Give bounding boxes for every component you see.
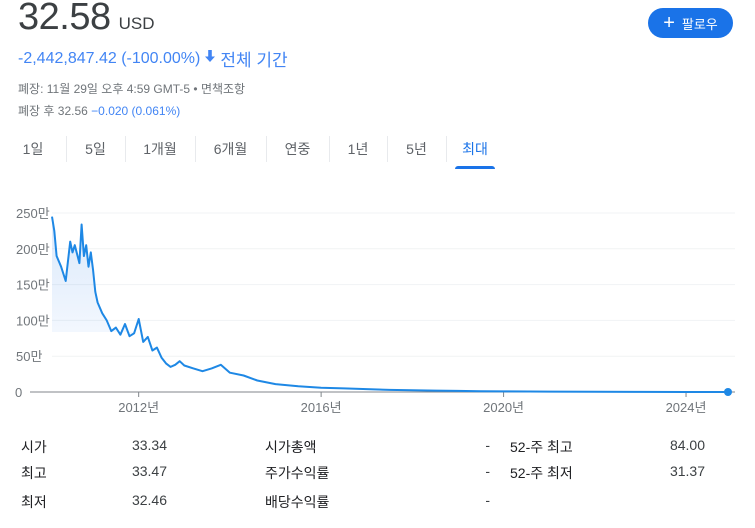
y-tick-label: 100만	[16, 313, 50, 328]
current-price: 32.58	[18, 0, 111, 38]
tab-label: 6개월	[213, 141, 248, 157]
stat-label-52w-low: 52-주 최저	[510, 465, 573, 481]
stat-label-high: 최고	[21, 465, 47, 481]
price-area-fill	[52, 216, 135, 392]
tab-label: 5년	[406, 141, 427, 157]
tab-max[interactable]: 최대	[446, 133, 504, 169]
after-hours-price: 폐장 후 32.56	[18, 104, 88, 118]
price-line	[51, 216, 728, 393]
stat-value-open: 33.34	[131, 437, 167, 453]
x-tick-label: 2016년	[301, 400, 342, 415]
x-axis-ticks: 2012년 2016년 2020년 2024년	[118, 392, 706, 415]
after-hours-info: 폐장 후 32.56 −0.020 (0.061%)	[18, 102, 180, 119]
stat-label-low: 최저	[21, 494, 47, 510]
y-tick-label: 50만	[16, 349, 42, 364]
stat-label-pe-ratio: 주가수익률	[265, 465, 330, 481]
currency-label: USD	[118, 14, 155, 33]
tab-6m[interactable]: 6개월	[195, 133, 266, 169]
stat-value-pe-ratio: -	[485, 463, 490, 479]
stat-value-52w-high: 84.00	[669, 437, 705, 453]
plus-icon: +	[663, 12, 675, 34]
current-price-marker	[724, 387, 732, 396]
x-tick-label: 2012년	[118, 400, 159, 415]
tab-label: 연중	[284, 141, 311, 157]
tab-label: 5일	[85, 141, 106, 157]
tab-label: 1일	[22, 141, 44, 157]
stat-value-dividend-yield: -	[485, 492, 490, 508]
y-tick-label: 250만	[16, 206, 50, 221]
y-tick-label: 200만	[16, 242, 50, 257]
follow-button-label: 팔로우	[681, 16, 718, 32]
change-value: -2,442,847.42 (-100.00%)	[18, 49, 201, 67]
tab-label: 1년	[347, 141, 369, 157]
stat-label-open: 시가	[21, 439, 47, 455]
stat-value-market-cap: -	[485, 437, 490, 453]
tab-5y[interactable]: 5년	[387, 133, 446, 169]
tab-label: 최대	[462, 141, 488, 157]
gridlines	[52, 212, 735, 357]
stat-label-52w-high: 52-주 최고	[510, 439, 573, 455]
price-header: 32.58 USD	[18, 0, 155, 39]
tab-ytd[interactable]: 연중	[266, 133, 329, 169]
stat-value-low: 32.46	[131, 492, 167, 508]
stat-value-52w-low: 31.37	[669, 463, 705, 479]
stat-label-market-cap: 시가총액	[265, 439, 317, 455]
price-chart[interactable]: 0 50만 100만 150만 200만 250만 2012년 2016년 2020년 2024…	[0, 195, 755, 420]
follow-button[interactable]: + 팔로우	[648, 8, 733, 38]
x-tick-label: 2024년	[666, 400, 707, 415]
tab-1d[interactable]: 1일	[0, 133, 66, 169]
arrow-down-icon	[204, 49, 216, 68]
close-info: 폐장: 11월 29일 오후 4:59 GMT-5 • 면책조항	[18, 82, 246, 96]
change-period: 전체 기간	[220, 51, 288, 70]
tab-1y[interactable]: 1년	[329, 133, 387, 169]
range-tabs: 1일 5일 1개월 6개월 연중 1년 5년 최대	[0, 133, 504, 169]
stat-label-dividend-yield: 배당수익률	[265, 494, 330, 510]
x-tick-label: 2020년	[483, 400, 524, 415]
y-tick-label: 150만	[16, 278, 50, 293]
after-hours-change: −0.020 (0.061%)	[91, 104, 181, 118]
tab-label: 1개월	[143, 141, 177, 157]
price-change: -2,442,847.42 (-100.00%) 전체 기간	[18, 46, 288, 71]
tab-5d[interactable]: 5일	[66, 133, 125, 169]
y-tick-label: 0	[15, 385, 22, 400]
y-axis-labels: 0 50만 100만 150만 200만 250만	[15, 206, 50, 400]
tab-1m[interactable]: 1개월	[125, 133, 195, 169]
stat-value-high: 33.47	[131, 463, 167, 479]
